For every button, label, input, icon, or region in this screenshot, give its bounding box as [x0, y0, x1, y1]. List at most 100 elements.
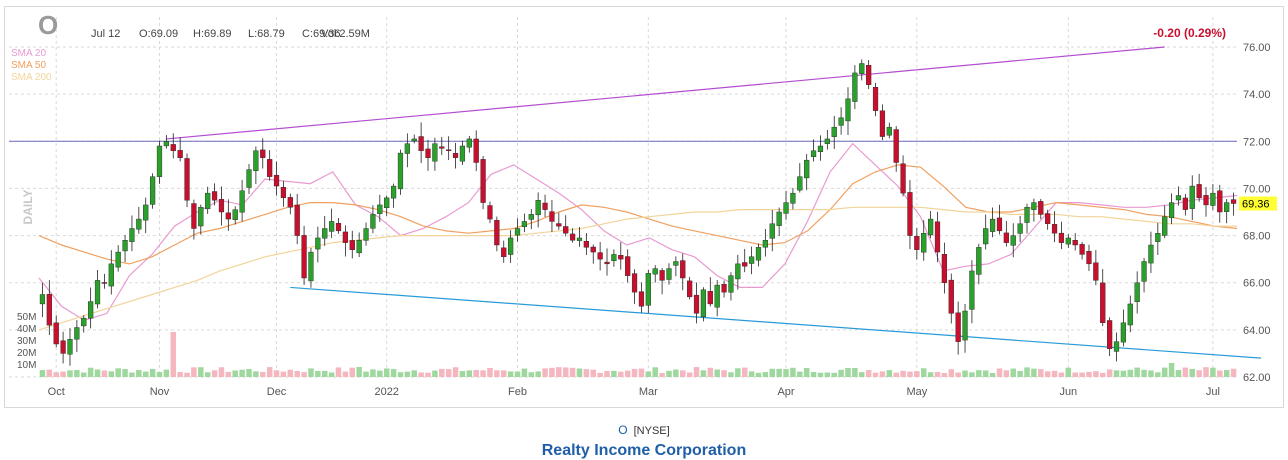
period-label: DAILY [21, 190, 35, 225]
candle-body [528, 214, 534, 220]
volume-bar [204, 372, 211, 377]
volume-bar [211, 370, 218, 377]
volume-bar [907, 371, 913, 377]
candle-body [859, 63, 865, 74]
volume-bar [452, 367, 459, 377]
volume-bar [1086, 371, 1092, 377]
candle-body [191, 203, 197, 229]
x-tick-label: Apr [777, 386, 794, 398]
volume-bar [748, 371, 755, 377]
candle-body [466, 138, 472, 148]
candle-body [363, 228, 369, 241]
candle-body [638, 291, 645, 307]
volume-bar [1051, 370, 1058, 377]
volume-bar [287, 369, 294, 377]
volume-tick-label: 30M [17, 336, 36, 347]
candle-body [1120, 322, 1127, 343]
candle-body [1024, 207, 1030, 223]
volume-bar [728, 372, 734, 377]
sma-line-50 [38, 164, 1238, 265]
volume-bar [108, 371, 115, 377]
volume-bar [136, 370, 142, 377]
volume-bar [266, 367, 273, 377]
y-tick-label: 62.00 [1243, 372, 1271, 384]
price-chart[interactable]: 62.00 64.00 66.00 68.00 70.00 72.00 74.00 76.00… [5, 7, 1285, 409]
footer-symbol-link[interactable]: O [618, 423, 628, 437]
volume-bar [927, 372, 934, 377]
candle-body [700, 289, 707, 318]
candle-body [576, 237, 583, 241]
candle-body [494, 220, 500, 246]
volume-bar [156, 372, 163, 377]
footer-ticker: O [NYSE] [0, 423, 1288, 437]
candle-body [1093, 262, 1099, 281]
volume-bar [803, 368, 810, 377]
candle-body [67, 339, 73, 355]
candle-body [329, 221, 335, 232]
candle-body [446, 149, 452, 151]
candle-body [776, 211, 782, 226]
candle-body [928, 218, 934, 236]
volume-bar [184, 372, 190, 377]
candle-body [563, 226, 569, 234]
volume-bar [74, 369, 80, 377]
candle-body [260, 149, 266, 158]
volume-bar [673, 369, 679, 377]
volume-bar [363, 371, 369, 377]
candle-body [790, 192, 796, 204]
candle-body [184, 158, 190, 201]
candle-body [962, 310, 968, 341]
candle-body [714, 284, 720, 308]
volume-bar [976, 370, 982, 377]
candle-body [549, 211, 555, 222]
volume-bar [831, 372, 837, 377]
candle-body [94, 280, 101, 305]
candle-body [239, 190, 245, 213]
volume-bar [693, 367, 700, 377]
candle-body [583, 241, 589, 248]
volume-bar [273, 370, 280, 377]
company-name[interactable]: Realty Income Corporation [541, 442, 747, 459]
candle-body [1224, 202, 1230, 212]
candle-body [143, 204, 149, 221]
volume-bar [652, 367, 658, 377]
volume-bar [852, 367, 858, 377]
volume-bar [941, 372, 948, 377]
volume-bar [790, 367, 796, 377]
volume-bar [611, 370, 617, 377]
volume-bar [859, 372, 865, 377]
trendline-upper [166, 46, 1165, 140]
volume-bar [418, 372, 424, 377]
candle-body [845, 98, 851, 122]
candle-body [205, 192, 211, 210]
candle-body [1127, 303, 1133, 326]
candle-body [755, 247, 762, 261]
volume-bar [914, 371, 920, 377]
volume-bar [377, 370, 383, 377]
volume-bar [1024, 367, 1030, 377]
volume-bar [294, 371, 300, 377]
volume-bar [1203, 367, 1209, 377]
volume-bar [335, 367, 342, 377]
candle-body [404, 143, 410, 154]
candle-body [163, 141, 169, 147]
candle-body [824, 138, 830, 144]
legend-sma-200: SMA 200 [11, 72, 52, 83]
candle-body [1189, 185, 1195, 209]
volume-bar [459, 371, 466, 377]
candle-body [631, 273, 638, 293]
candle-body [53, 322, 59, 345]
candle-body [501, 247, 507, 257]
candle-body [797, 176, 803, 191]
candle-body [397, 152, 404, 190]
y-tick-label: 66.00 [1243, 278, 1271, 290]
candle-body [735, 263, 741, 280]
volume-bar [149, 368, 156, 377]
candle-body [122, 240, 128, 252]
candle-body [322, 228, 328, 239]
candle-body [1100, 282, 1106, 323]
candle-body [914, 236, 920, 250]
volume-bar [1134, 367, 1140, 377]
volume-bar [576, 368, 583, 377]
volume-bar [776, 368, 782, 377]
